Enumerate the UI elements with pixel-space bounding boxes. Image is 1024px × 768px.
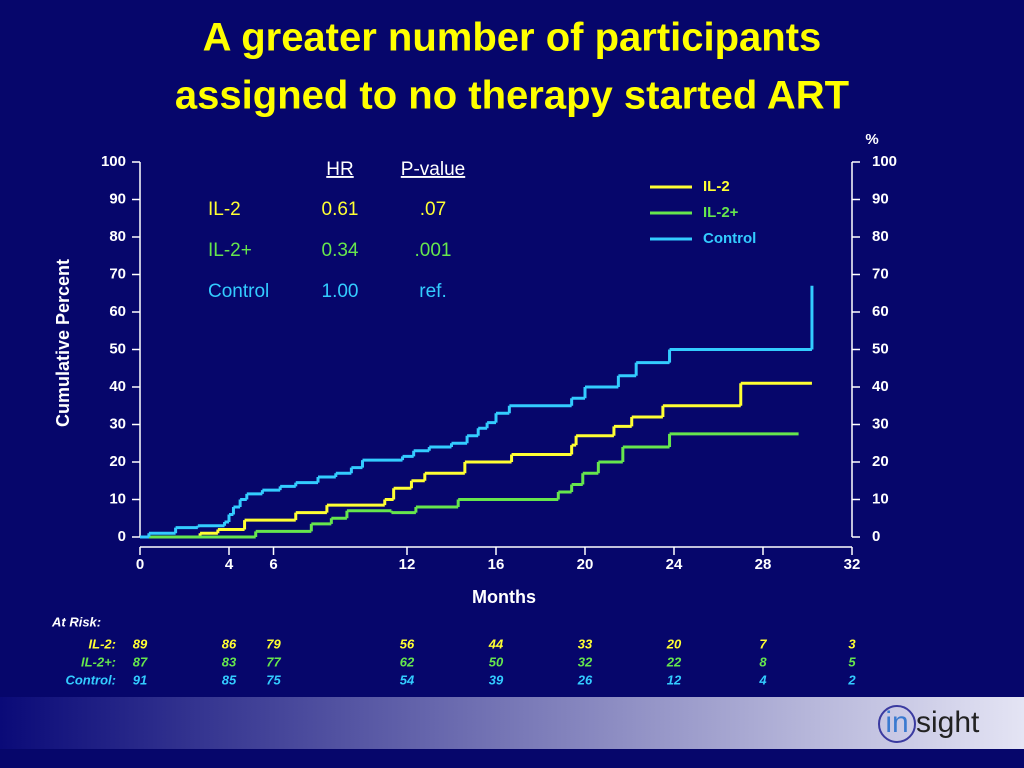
at-risk-value: 12 (667, 672, 682, 687)
at-risk-value: 87 (133, 654, 148, 669)
y2-tick-label: 60 (872, 303, 889, 320)
x-tick-label: 24 (666, 556, 683, 573)
table-cell: ref. (419, 281, 446, 302)
at-risk-title: At Risk: (51, 614, 101, 629)
at-risk-label: Control: (65, 672, 116, 687)
x-tick-label: 20 (577, 556, 594, 573)
at-risk-value: 83 (222, 654, 237, 669)
y2-tick-label: 100 (872, 153, 897, 170)
y2-tick-label: 40 (872, 378, 889, 395)
table-cell: .07 (420, 199, 446, 220)
at-risk-value: 91 (133, 672, 147, 687)
y2-tick-label: 50 (872, 340, 889, 357)
y-tick-label: 80 (109, 228, 126, 245)
at-risk-value: 86 (222, 636, 237, 651)
legend-label: IL-2+ (703, 204, 739, 221)
table-header: HR (326, 159, 353, 180)
footer-bar (0, 697, 1024, 749)
y-tick-label: 60 (109, 303, 126, 320)
at-risk-value: 33 (578, 636, 593, 651)
at-risk-value: 3 (848, 636, 856, 651)
y2-tick-label: 10 (872, 490, 889, 507)
y-tick-label: 90 (109, 190, 126, 207)
y2-tick-label: 0 (872, 528, 880, 545)
logo-circle (878, 705, 916, 743)
at-risk-value: 32 (578, 654, 593, 669)
at-risk-value: 79 (266, 636, 281, 651)
at-risk-value: 54 (400, 672, 415, 687)
x-tick-label: 0 (136, 556, 144, 573)
y2-tick-label: 20 (872, 453, 889, 470)
table-cell: 1.00 (322, 281, 359, 302)
x-tick-label: 6 (269, 556, 277, 573)
y2-axis-label: % (865, 131, 878, 148)
y2-tick-label: 30 (872, 415, 889, 432)
table-cell: .001 (415, 240, 452, 261)
y-tick-label: 10 (109, 490, 126, 507)
at-risk-value: 2 (847, 672, 856, 687)
y-axis-label: Cumulative Percent (53, 259, 73, 427)
at-risk-value: 50 (489, 654, 504, 669)
at-risk-value: 26 (577, 672, 593, 687)
at-risk-value: 62 (400, 654, 415, 669)
y-tick-label: 0 (118, 528, 126, 545)
legend-label: IL-2 (703, 178, 730, 195)
at-risk-value: 89 (133, 636, 148, 651)
x-tick-label: 16 (488, 556, 505, 573)
y-tick-label: 30 (109, 415, 126, 432)
x-tick-label: 4 (225, 556, 234, 573)
at-risk-value: 85 (222, 672, 237, 687)
at-risk-value: 22 (666, 654, 682, 669)
x-tick-label: 32 (844, 556, 861, 573)
y2-tick-label: 80 (872, 228, 889, 245)
title-line: assigned to no therapy started ART (175, 74, 849, 118)
table-cell: 0.34 (322, 240, 359, 261)
at-risk-value: 44 (488, 636, 504, 651)
table-cell: IL-2+ (208, 240, 252, 261)
at-risk-value: 7 (759, 636, 767, 651)
at-risk-value: 5 (848, 654, 856, 669)
y-tick-label: 50 (109, 340, 126, 357)
at-risk-value: 56 (400, 636, 415, 651)
legend-label: Control (703, 230, 756, 247)
title-line: A greater number of participants (203, 16, 822, 60)
table-cell: Control (208, 281, 269, 302)
at-risk-value: 4 (758, 672, 767, 687)
table-cell: IL-2 (208, 199, 241, 220)
logo-rest: sight (916, 706, 980, 739)
at-risk-value: 77 (266, 654, 281, 669)
y-tick-label: 70 (109, 265, 126, 282)
table-header: P-value (401, 159, 465, 180)
y-tick-label: 40 (109, 378, 126, 395)
y-tick-label: 100 (101, 153, 126, 170)
y-tick-label: 20 (109, 453, 126, 470)
at-risk-value: 20 (666, 636, 682, 651)
x-tick-label: 28 (755, 556, 772, 573)
at-risk-label: IL-2+: (81, 654, 116, 669)
at-risk-value: 39 (489, 672, 504, 687)
at-risk-label: IL-2: (89, 636, 116, 651)
y2-tick-label: 70 (872, 265, 889, 282)
at-risk-value: 8 (759, 654, 767, 669)
table-cell: 0.61 (322, 199, 359, 220)
x-axis-label: Months (472, 587, 536, 607)
x-tick-label: 12 (399, 556, 416, 573)
logo-in: in (885, 706, 908, 739)
y2-tick-label: 90 (872, 190, 889, 207)
at-risk-value: 75 (266, 672, 281, 687)
